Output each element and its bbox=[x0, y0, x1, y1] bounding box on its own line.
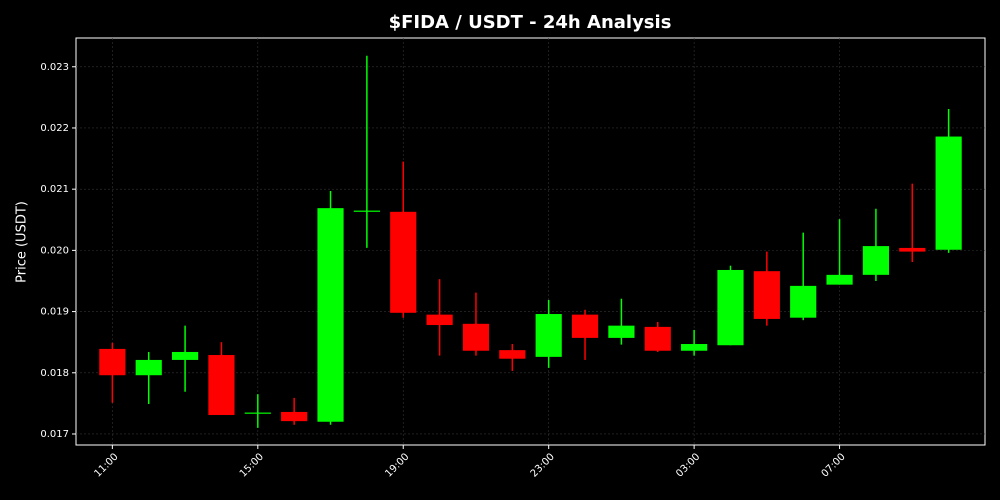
y-tick-label: 0.021 bbox=[40, 184, 69, 195]
candle-body bbox=[535, 314, 562, 357]
candle-body bbox=[390, 211, 417, 313]
candle-body bbox=[717, 269, 744, 346]
y-tick-label: 0.023 bbox=[40, 62, 69, 73]
candle-body bbox=[899, 247, 926, 252]
y-tick-label: 0.019 bbox=[40, 307, 69, 318]
candle-body bbox=[499, 350, 526, 359]
x-tick-label: 11:00 bbox=[92, 451, 120, 479]
candle-body bbox=[208, 355, 235, 416]
candle-body bbox=[681, 344, 708, 351]
candle-body bbox=[353, 210, 380, 212]
y-tick-label: 0.022 bbox=[40, 123, 69, 134]
x-tick-label: 03:00 bbox=[674, 451, 702, 479]
candle-body bbox=[753, 271, 780, 319]
chart-title: $FIDA / USDT - 24h Analysis bbox=[389, 12, 672, 33]
x-tick-label: 07:00 bbox=[820, 451, 848, 479]
y-axis-label: Price (USDT) bbox=[15, 201, 30, 283]
candle-body bbox=[426, 314, 453, 326]
candle-body bbox=[790, 285, 817, 318]
y-tick-label: 0.017 bbox=[40, 429, 69, 440]
candle-body bbox=[571, 314, 599, 338]
candle-body bbox=[935, 136, 962, 250]
y-tick-label: 0.018 bbox=[40, 368, 69, 379]
x-tick-label: 19:00 bbox=[383, 451, 411, 479]
candle-body bbox=[244, 412, 271, 414]
candle-body bbox=[644, 326, 671, 351]
candle-body bbox=[171, 351, 199, 360]
candle-body bbox=[462, 323, 490, 351]
candle-body bbox=[317, 208, 344, 422]
candle-body bbox=[826, 274, 853, 285]
candle-body bbox=[281, 411, 308, 422]
x-tick-label: 23:00 bbox=[529, 451, 557, 479]
candle-body bbox=[99, 348, 126, 376]
candle-body bbox=[862, 246, 890, 275]
x-tick-label: 15:00 bbox=[238, 451, 266, 479]
candle-body bbox=[135, 359, 162, 376]
y-tick-label: 0.020 bbox=[40, 245, 69, 256]
candle-body bbox=[608, 325, 635, 338]
